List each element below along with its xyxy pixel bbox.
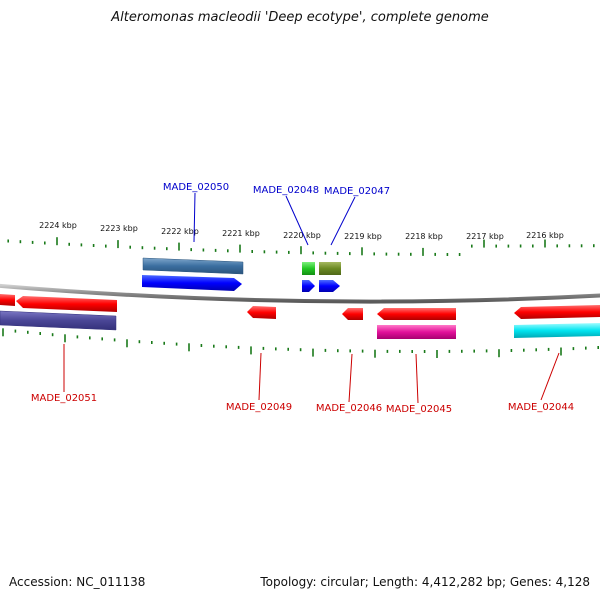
scale-label-2224: 2224 kbp: [39, 221, 77, 230]
gene-label-made-02050[interactable]: MADE_02050: [163, 182, 229, 193]
label-callouts: [63, 192, 560, 404]
gene-feature-made-02050-steel[interactable]: [142, 257, 244, 275]
gene-label-made-02044[interactable]: MADE_02044: [508, 402, 574, 413]
outer-scale-ticks: [7, 237, 595, 256]
scale-label-2223: 2223 kbp: [100, 224, 138, 233]
gene-label-made-02046[interactable]: MADE_02046: [316, 403, 382, 414]
scale-label-2220: 2220 kbp: [283, 231, 321, 240]
gene-feature-made-02044-cyan[interactable]: [514, 323, 600, 338]
forward-genes: [142, 257, 341, 292]
scale-label-2216: 2216 kbp: [526, 231, 564, 240]
inner-scale-ticks: [2, 328, 600, 358]
gene-label-made-02049[interactable]: MADE_02049: [226, 402, 292, 413]
scale-label-2221: 2221 kbp: [222, 229, 260, 238]
gene-arrow-made-02050[interactable]: [142, 275, 242, 291]
gene-feature-made-02047-olive[interactable]: [319, 262, 341, 275]
gene-arrow-made-02045[interactable]: [377, 308, 456, 320]
gene-labels: MADE_02050 MADE_02048 MADE_02047 MADE_02…: [31, 182, 574, 415]
scale-label-2222: 2222 kbp: [161, 227, 199, 236]
gene-arrow-made-02049[interactable]: [247, 306, 276, 319]
scale-label-2219: 2219 kbp: [344, 232, 382, 241]
gene-arrow-made-02052-partial[interactable]: [0, 294, 15, 306]
scale-labels: 2224 kbp 2223 kbp 2222 kbp 2221 kbp 2220…: [39, 221, 564, 241]
gene-arrow-made-02048[interactable]: [302, 280, 315, 292]
gene-label-made-02048[interactable]: MADE_02048: [253, 185, 319, 196]
scale-label-2217: 2217 kbp: [466, 232, 504, 241]
gene-feature-made-02048-green[interactable]: [302, 262, 315, 275]
gene-arrow-made-02044[interactable]: [514, 305, 600, 319]
gene-arrow-made-02047[interactable]: [319, 280, 340, 292]
gene-label-made-02045[interactable]: MADE_02045: [386, 404, 452, 415]
gene-feature-made-02045-magenta[interactable]: [377, 325, 456, 339]
scale-label-2218: 2218 kbp: [405, 232, 443, 241]
genome-backbone: [0, 283, 600, 304]
gene-arrow-made-02051[interactable]: [16, 296, 117, 312]
gene-label-made-02047[interactable]: MADE_02047: [324, 186, 390, 197]
genome-summary-text: Topology: circular; Length: 4,412,282 bp…: [260, 575, 590, 589]
gene-arrow-made-02046[interactable]: [342, 308, 363, 320]
reverse-genes: [0, 294, 600, 339]
accession-text: Accession: NC_011138: [9, 575, 146, 589]
gene-feature-made-02051-purple[interactable]: [0, 310, 117, 331]
gene-label-made-02051[interactable]: MADE_02051: [31, 393, 97, 404]
genome-title: Alteromonas macleodii 'Deep ecotype', co…: [111, 10, 489, 25]
